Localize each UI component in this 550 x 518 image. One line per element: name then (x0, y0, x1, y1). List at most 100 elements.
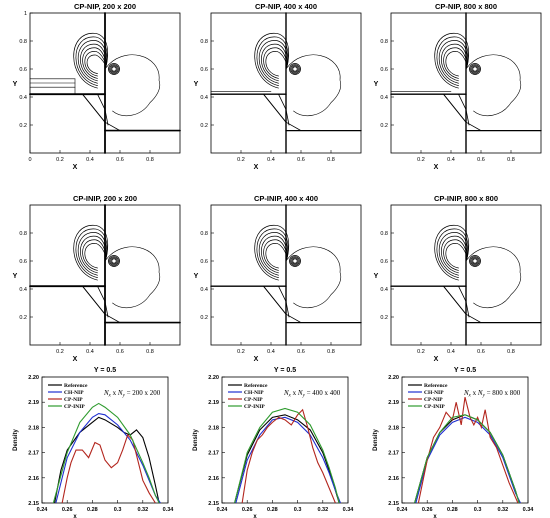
contour-line (97, 93, 109, 126)
contour-lines (29, 12, 181, 154)
y-tick-label: 0.4 (200, 287, 208, 293)
contour-line (469, 63, 481, 75)
y-axis-label: Density (373, 429, 379, 451)
contour-line (77, 40, 107, 84)
contour-line (285, 54, 342, 117)
y-axis-label: Density (193, 429, 199, 451)
contour-line (289, 63, 301, 75)
legend-label: Reference (424, 383, 448, 389)
contour-line (108, 255, 120, 267)
panel-title: CP-NIP, 200 x 200 (74, 2, 136, 11)
contour-line (465, 313, 482, 324)
x-tick-label: 0.6 (477, 349, 485, 355)
y-tick-label: 0.2 (19, 315, 27, 321)
x-tick-label: 0.8 (146, 349, 154, 355)
contour-line (445, 51, 468, 77)
panel-title: CP-INIP, 400 x 400 (254, 194, 318, 203)
y-tick-label: 0.2 (200, 123, 208, 129)
legend-label: CP-NIP (64, 397, 83, 403)
series-line-ch-nip (55, 412, 161, 503)
y-tick-label: 0.8 (200, 231, 208, 237)
x-tick-label: 0.2 (237, 349, 245, 355)
contour-line (470, 64, 480, 74)
x-tick-label: 0.3 (114, 507, 122, 513)
contour-line (438, 232, 468, 276)
legend-label: Reference (244, 383, 268, 389)
x-tick-label: 0.4 (86, 157, 94, 163)
y-tick-label: 2.20 (208, 375, 219, 381)
contour-line (80, 43, 107, 82)
contour-line (470, 256, 480, 266)
x-axis-label: X (254, 356, 259, 363)
x-axis-label: X (254, 164, 259, 171)
legend-label: CP-NIP (244, 397, 263, 403)
contour-line (104, 54, 161, 117)
y-tick-label: 2.17 (388, 451, 399, 457)
density-chart-1: Y = 0.5 0.24 0.26 0.28 0.3 0.32 0.34 2.15 2.16 2.… (13, 367, 174, 518)
y-tick-label: 2.18 (388, 425, 399, 431)
x-axis-label: x (73, 514, 77, 518)
y-tick-label: 0.2 (200, 315, 208, 321)
x-axis-label: x (253, 514, 257, 518)
series-line-cp-nip (241, 408, 336, 503)
chart-title: Y = 0.5 (94, 367, 116, 374)
x-tick-label: 0.3 (474, 507, 482, 513)
x-tick-label: 0.6 (116, 157, 124, 163)
contour-line (292, 66, 298, 72)
contour-line (254, 225, 290, 281)
contour-line (111, 66, 117, 72)
chart-title: Y = 0.5 (274, 367, 296, 374)
grid-annotation: Nx x Ny = 400 x 400 (283, 389, 341, 399)
contour-line (465, 246, 522, 309)
series-line-reference (234, 414, 340, 503)
y-tick-label: 2.20 (388, 375, 399, 381)
contour-panel-1: CP-NIP, 200 x 200 0 0.2 0.4 0.6 0.8 0.2 0.4 0.6 0… (13, 2, 181, 171)
x-tick-label: 0.6 (477, 157, 485, 163)
contour-line (109, 64, 119, 74)
legend-label: CH-NIP (64, 390, 84, 396)
contour-line (75, 228, 108, 278)
x-tick-label: 0.32 (137, 507, 148, 513)
y-tick-label: 2.16 (208, 476, 219, 482)
y-tick-label: 0.6 (19, 259, 27, 265)
y-tick-label: 1 (24, 11, 27, 17)
x-axis-label: X (73, 164, 78, 171)
x-tick-label: 0.34 (163, 507, 175, 513)
contour-lines (210, 204, 362, 346)
contour-line (75, 36, 108, 86)
series-line-cp-nip (417, 397, 519, 503)
contour-line (104, 246, 161, 309)
contour-line (82, 93, 106, 123)
contour-line (258, 40, 288, 84)
x-axis-label: X (434, 356, 439, 363)
x-tick-label: 0.32 (317, 507, 328, 513)
contour-line (256, 36, 289, 86)
series-line-ch-nip (415, 416, 521, 503)
contour-line (285, 313, 302, 324)
contour-line (108, 63, 120, 75)
contour-line (471, 257, 479, 265)
x-tick-label: 0.8 (327, 349, 335, 355)
x-tick-label: 0.2 (237, 157, 245, 163)
contour-panel-4: CP-INIP, 200 x 200 0.2 0.4 0.6 0.8 0.2 0.4 0.6 0… (13, 194, 181, 363)
y-tick-label: 0.8 (380, 39, 388, 45)
panel-title: CP-NIP, 400 x 400 (255, 2, 317, 11)
density-chart-3: Y = 0.5 0.24 0.26 0.28 0.3 0.32 0.34 2.15 2.16 2.… (373, 367, 534, 518)
chart-title: Y = 0.5 (454, 367, 476, 374)
contour-line (265, 51, 288, 77)
y-tick-label: 0.2 (380, 315, 388, 321)
contour-line (443, 285, 467, 315)
y-tick-label: 0.4 (19, 95, 27, 101)
y-tick-label: 2.18 (208, 425, 219, 431)
contour-line (438, 40, 468, 84)
grid-annotation: Nx x Ny = 200 x 200 (103, 389, 161, 399)
series-line-ch-nip (235, 416, 341, 503)
y-axis-label: Y (13, 81, 18, 88)
x-axis-label: x (433, 514, 437, 518)
series-line-cp-inip (414, 414, 520, 503)
contour-line (73, 225, 109, 281)
x-tick-label: 0.28 (267, 507, 278, 513)
contour-line (436, 36, 469, 86)
